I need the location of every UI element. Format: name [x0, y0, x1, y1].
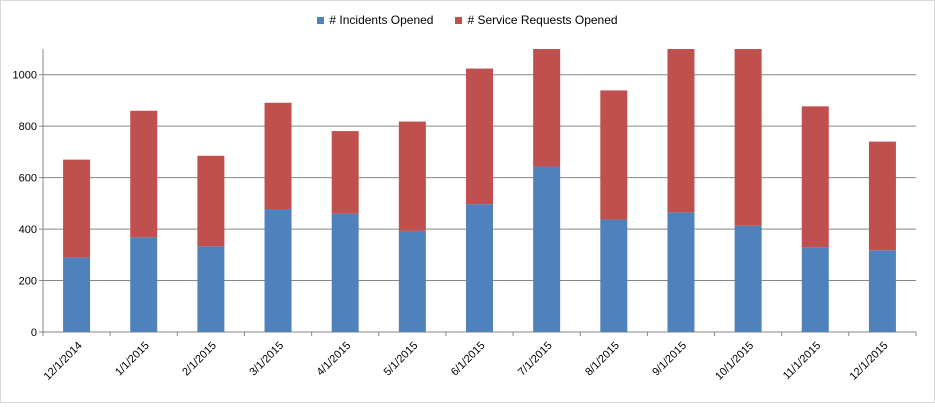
x-tick-label: 7/1/2015 [516, 340, 555, 379]
x-tick-label: 6/1/2015 [449, 340, 488, 379]
bar-service-requests [331, 131, 359, 214]
bar-service-requests [667, 49, 695, 213]
legend-swatch-service-requests [455, 16, 463, 24]
bar-service-requests [398, 121, 426, 231]
legend: # Incidents Opened # Service Requests Op… [0, 13, 935, 27]
y-tick-label: 800 [19, 121, 37, 133]
x-tick-label: 11/1/2015 [781, 340, 824, 383]
x-tick-label: 1/1/2015 [113, 340, 152, 379]
bar-incidents [130, 237, 158, 332]
bar-service-requests [197, 155, 225, 247]
legend-item-incidents: # Incidents Opened [317, 13, 433, 27]
x-tick-label: 2/1/2015 [180, 340, 219, 379]
bar-incidents [264, 209, 292, 332]
bar-incidents [868, 250, 896, 332]
bar-incidents [734, 225, 762, 332]
bar-service-requests [466, 68, 493, 205]
y-tick-label: 1000 [13, 70, 37, 82]
x-tick-label: 9/1/2015 [650, 340, 689, 379]
y-tick-label: 400 [19, 224, 37, 236]
bar-incidents [600, 219, 628, 332]
legend-swatch-incidents [317, 16, 325, 24]
bar-service-requests [130, 110, 158, 238]
bar-service-requests [600, 90, 628, 220]
legend-label-incidents: # Incidents Opened [329, 13, 434, 27]
bar-service-requests [533, 49, 561, 167]
bar-service-requests [868, 141, 896, 251]
legend-item-service-requests: # Service Requests Opened [455, 13, 618, 27]
x-tick-label: 10/1/2015 [713, 340, 756, 383]
x-tick-label: 12/1/2014 [42, 340, 85, 383]
bar-incidents [197, 246, 225, 332]
bar-incidents [801, 247, 829, 332]
legend-label-service-requests: # Service Requests Opened [467, 13, 618, 27]
y-tick-label: 200 [19, 276, 37, 288]
x-tick-label: 8/1/2015 [583, 340, 622, 379]
x-tick-label: 4/1/2015 [315, 340, 354, 379]
x-tick-label: 5/1/2015 [382, 340, 421, 379]
bar-incidents [667, 212, 695, 332]
bar-incidents [398, 230, 426, 332]
bar-incidents [466, 204, 493, 332]
bar-service-requests [63, 159, 91, 258]
x-tick-label: 12/1/2015 [847, 340, 890, 383]
bar-incidents [331, 213, 359, 332]
bar-service-requests [734, 49, 762, 226]
bar-service-requests [264, 102, 292, 210]
bar-incidents [533, 166, 561, 332]
x-tick-label: 3/1/2015 [247, 340, 286, 379]
y-tick-label: 0 [31, 327, 37, 339]
y-tick-label: 600 [19, 173, 37, 185]
bar-incidents [63, 257, 91, 332]
bar-service-requests [801, 106, 829, 248]
